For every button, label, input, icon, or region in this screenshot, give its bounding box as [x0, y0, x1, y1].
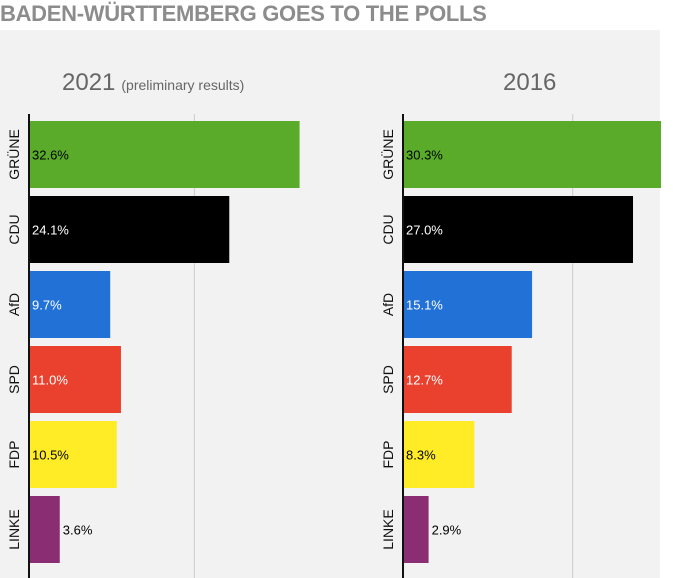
panel-2021-category-label-spd: SPD [6, 365, 22, 394]
panel-2016-data-label-grune: 30.3% [406, 148, 443, 163]
panel-2016-data-label-spd: 12.7% [406, 373, 443, 388]
panel-2016-category-label-spd: SPD [380, 365, 396, 394]
panel-2021-bar-spd [30, 346, 121, 413]
panel-2016-bar-afd [404, 271, 533, 338]
panel-2021-bar-cdu [30, 196, 230, 263]
panel-2021-category-label-linke: LINKE [6, 509, 22, 549]
panel-2021-data-label-fdp: 10.5% [32, 448, 69, 463]
panel-2016-category-label-afd: AfD [380, 293, 396, 316]
panel-2016-data-label-cdu: 27.0% [406, 223, 443, 238]
panel-2016-data-label-fdp: 8.3% [406, 448, 436, 463]
panel-2016-title: 2016 [503, 69, 556, 96]
panel-2021-category-label-afd: AfD [6, 293, 22, 316]
panel-2016-bar-linke [404, 496, 429, 563]
panel-2021-data-label-grune: 32.6% [32, 148, 69, 163]
panel-2016-data-label-afd: 15.1% [406, 298, 443, 313]
panel-2021-category-label-cdu: CDU [6, 214, 22, 244]
panel-2016-bar-cdu [404, 196, 634, 263]
panel-2016-bar-fdp [404, 421, 475, 488]
panel-2021-data-label-linke: 3.6% [63, 523, 93, 538]
panel-2021-data-label-afd: 9.7% [32, 298, 62, 313]
panel-2021-bar-fdp [30, 421, 117, 488]
panel-2016-bar-spd [404, 346, 512, 413]
chart-title: BADEN-WÜRTTEMBERG GOES TO THE POLLS [0, 1, 487, 26]
panel-2016-category-label-cdu: CDU [380, 214, 396, 244]
panel-2021-category-label-grune: GRÜNE [5, 129, 22, 180]
panel-2016-data-label-linke: 2.9% [432, 523, 462, 538]
panel-2021-title: 2021 (preliminary results) [62, 69, 244, 96]
panel-2021-bar-afd [30, 271, 111, 338]
panel-2021-bar-linke [30, 496, 60, 563]
panel-2016-category-label-grune: GRÜNE [379, 129, 396, 180]
panel-2021-category-label-fdp: FDP [6, 441, 22, 469]
panel-2021-data-label-spd: 11.0% [32, 373, 68, 388]
panel-2016-bar-grune [404, 121, 661, 188]
panel-2021-data-label-cdu: 24.1% [32, 223, 69, 238]
panel-2021-subtitle: (preliminary results) [121, 77, 244, 93]
panel-2016-category-label-fdp: FDP [380, 441, 396, 469]
panel-2021-bar-grune [30, 121, 300, 188]
panel-2016-category-label-linke: LINKE [380, 509, 396, 549]
